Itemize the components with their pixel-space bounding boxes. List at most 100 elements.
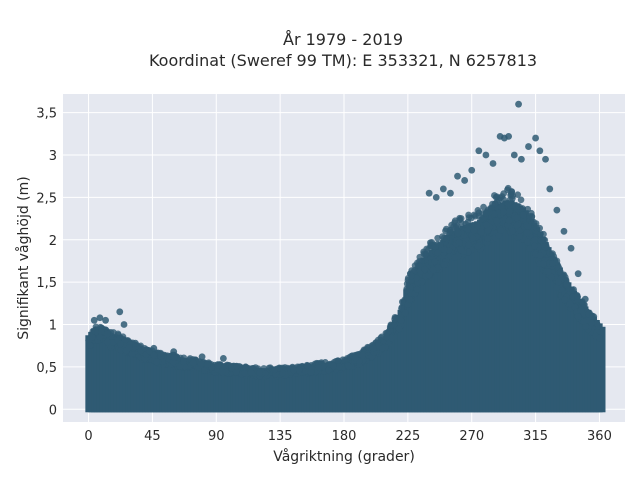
data-point bbox=[290, 366, 297, 374]
data-point bbox=[116, 308, 124, 316]
data-point bbox=[465, 241, 473, 249]
y-tick-label: 1,5 bbox=[36, 276, 57, 291]
data-point bbox=[440, 234, 448, 242]
data-point bbox=[369, 344, 377, 352]
data-point bbox=[378, 344, 386, 352]
data-point bbox=[484, 227, 492, 234]
data-point bbox=[593, 319, 601, 327]
data-point bbox=[482, 151, 490, 159]
x-tick-label: 90 bbox=[208, 429, 225, 444]
data-point bbox=[303, 361, 311, 369]
data-point bbox=[549, 260, 556, 267]
data-point-band bbox=[596, 326, 606, 413]
data-point bbox=[532, 220, 540, 227]
data-point bbox=[581, 295, 589, 303]
data-point bbox=[474, 207, 482, 214]
data-point bbox=[519, 205, 526, 212]
x-tick-label: 135 bbox=[268, 429, 293, 444]
data-point bbox=[401, 309, 409, 317]
data-point bbox=[413, 286, 421, 293]
data-point bbox=[524, 238, 531, 246]
data-point bbox=[542, 155, 549, 163]
data-point bbox=[219, 355, 227, 362]
data-point bbox=[387, 322, 395, 329]
data-point bbox=[515, 100, 522, 108]
y-tick-label: 3 bbox=[49, 149, 57, 164]
data-point bbox=[408, 272, 415, 280]
data-point bbox=[536, 251, 544, 259]
data-point bbox=[198, 353, 206, 361]
data-point bbox=[157, 349, 164, 357]
data-point bbox=[378, 333, 385, 341]
data-point bbox=[391, 315, 398, 323]
data-point bbox=[474, 243, 482, 250]
data-point bbox=[475, 212, 483, 220]
data-point bbox=[181, 363, 189, 371]
data-point bbox=[383, 333, 390, 341]
y-axis-ticks: 0 0,5 1 1,5 2 2,5 3 3,5 bbox=[36, 107, 57, 419]
data-point bbox=[456, 214, 463, 222]
data-point bbox=[429, 266, 437, 274]
data-point bbox=[505, 208, 513, 215]
data-point bbox=[497, 194, 504, 202]
data-point bbox=[153, 358, 160, 366]
data-point bbox=[561, 296, 569, 304]
data-point bbox=[517, 155, 525, 163]
data-point bbox=[176, 362, 184, 370]
x-tick-label: 0 bbox=[84, 429, 92, 444]
data-point bbox=[421, 265, 429, 273]
data-point bbox=[436, 241, 444, 248]
data-point bbox=[109, 339, 117, 346]
data-point bbox=[256, 369, 263, 377]
data-point bbox=[295, 366, 303, 374]
data-point bbox=[567, 244, 575, 252]
data-point bbox=[520, 211, 527, 219]
data-point bbox=[204, 361, 211, 368]
data-point bbox=[469, 234, 477, 242]
data-point bbox=[457, 246, 465, 254]
data-point bbox=[454, 172, 461, 180]
data-point bbox=[475, 147, 483, 155]
data-point bbox=[279, 369, 287, 377]
data-point bbox=[395, 325, 403, 333]
data-point bbox=[128, 350, 136, 358]
data-point bbox=[574, 313, 582, 320]
data-point bbox=[397, 316, 405, 324]
data-point bbox=[307, 369, 315, 376]
data-point bbox=[470, 226, 478, 234]
data-point bbox=[117, 340, 124, 348]
data-point bbox=[577, 306, 585, 314]
data-point bbox=[150, 344, 158, 352]
x-tick-label: 180 bbox=[332, 429, 357, 444]
data-point bbox=[532, 134, 539, 142]
data-point bbox=[526, 212, 533, 220]
data-point bbox=[334, 357, 342, 365]
data-point bbox=[505, 132, 513, 140]
data-point bbox=[325, 366, 333, 374]
data-point bbox=[271, 366, 279, 374]
data-point bbox=[428, 238, 436, 246]
data-point bbox=[330, 362, 337, 370]
data-point bbox=[102, 316, 109, 324]
data-point bbox=[580, 318, 588, 325]
data-point bbox=[569, 286, 576, 294]
data-point bbox=[531, 236, 539, 244]
data-point bbox=[493, 217, 501, 225]
data-point bbox=[470, 211, 478, 219]
data-point bbox=[461, 177, 469, 184]
data-point bbox=[440, 246, 448, 253]
data-point bbox=[546, 185, 554, 193]
y-tick-label: 2,5 bbox=[36, 191, 57, 206]
data-point bbox=[189, 359, 197, 367]
y-tick-label: 1 bbox=[49, 319, 57, 334]
data-point bbox=[451, 254, 458, 261]
data-point bbox=[446, 228, 453, 236]
data-point bbox=[214, 361, 222, 369]
data-point bbox=[242, 363, 249, 371]
data-point bbox=[596, 334, 603, 342]
data-point bbox=[241, 369, 249, 377]
data-point bbox=[555, 278, 562, 286]
data-point bbox=[201, 367, 208, 374]
data-point bbox=[197, 360, 205, 368]
